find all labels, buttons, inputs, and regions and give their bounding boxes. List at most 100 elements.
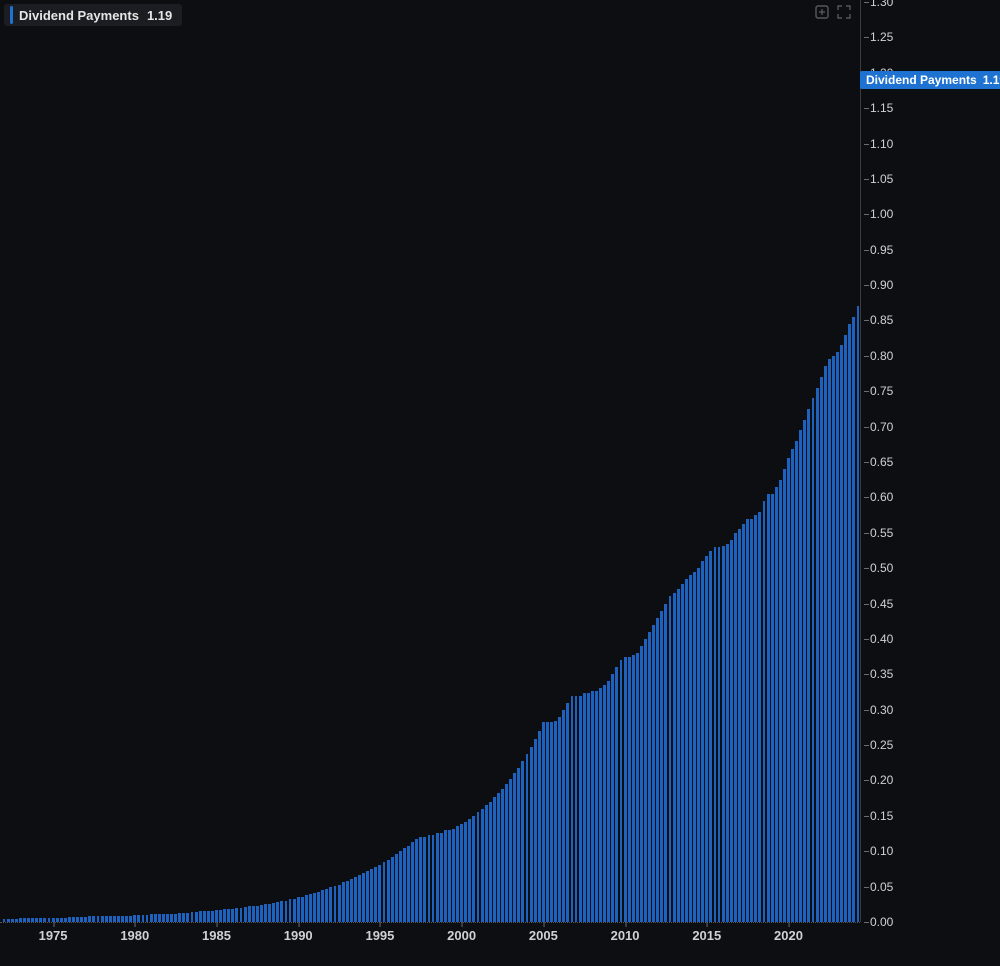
bar [509,779,512,922]
series-legend[interactable]: Dividend Payments1.19 [4,4,182,26]
bar [178,913,181,922]
y-tick-label: 0.65 [870,455,893,469]
bar [321,890,324,922]
bar [816,388,819,922]
bar [268,904,271,922]
bar [264,904,267,922]
bar [309,894,312,922]
bar [440,833,443,922]
bar [546,722,549,922]
x-tick-label: 2010 [611,928,640,943]
bar [146,915,149,922]
bar [526,754,529,922]
y-tick-label: 1.10 [870,137,893,151]
x-tick-label: 2000 [447,928,476,943]
bar [415,839,418,922]
bar [203,911,206,922]
bar [648,632,651,922]
bar [795,441,798,922]
bar [501,789,504,922]
legend-name: Dividend Payments [19,8,139,23]
bar [317,892,320,922]
y-tick-label: 0.60 [870,490,893,504]
fullscreen-icon[interactable] [836,4,852,20]
bar [607,681,610,922]
bar [403,848,406,922]
bar [289,899,292,922]
bar [591,691,594,922]
bar [828,359,831,922]
bar [705,556,708,922]
bar [538,731,541,922]
bar [791,449,794,922]
x-tick-label: 1995 [365,928,394,943]
bar [542,722,545,922]
bar [750,519,753,922]
bar [730,540,733,922]
bar [231,909,234,922]
y-tick-label: 0.40 [870,632,893,646]
x-tick-label: 1990 [284,928,313,943]
y-tick-label: 0.45 [870,597,893,611]
bar [374,867,377,922]
bar [575,696,578,922]
bar [432,835,435,922]
bar [669,596,672,922]
bar [293,899,296,922]
bar [370,869,373,922]
y-tick-label: 0.50 [870,561,893,575]
bar [587,693,590,922]
bar [599,688,602,922]
bar [681,584,684,922]
bar [448,830,451,922]
bar [807,409,810,922]
bar [787,458,790,922]
bar [472,816,475,922]
bar [644,639,647,922]
bar [513,773,516,922]
bar [211,911,214,922]
bar [595,691,598,922]
bar [652,625,655,922]
x-tick-label: 2005 [529,928,558,943]
bar [411,842,414,922]
bar [468,819,471,922]
bar [673,593,676,922]
bar [387,860,390,922]
bar [297,897,300,922]
y-tick-label: 0.70 [870,420,893,434]
y-tick-label: 0.25 [870,738,893,752]
bar [620,660,623,922]
bar [399,851,402,922]
x-tick-label: 1985 [202,928,231,943]
bar [562,710,565,922]
bar [783,469,786,922]
bar [857,306,860,922]
bar [799,430,802,922]
bar [252,906,255,922]
add-indicator-icon[interactable] [814,4,830,20]
bar [497,793,500,922]
x-axis: 1975198019851990199520002005201020152020 [0,922,860,966]
bar [558,717,561,922]
bar [407,846,410,922]
bar [215,910,218,922]
y-tick-label: 0.15 [870,809,893,823]
bar [358,875,361,922]
bar [170,914,173,922]
bar [824,366,827,922]
bar [685,579,688,922]
bar [235,908,238,922]
bar [636,653,639,922]
bar [628,657,631,922]
bar [844,335,847,922]
bar [603,685,606,922]
bar [464,822,467,922]
bar [378,865,381,922]
bar [227,909,230,922]
plot-area[interactable] [2,2,860,922]
bar [240,908,243,922]
legend-accent [10,6,13,24]
value-tag-value: 1.19 [983,73,1000,87]
zero-baseline [0,922,860,923]
